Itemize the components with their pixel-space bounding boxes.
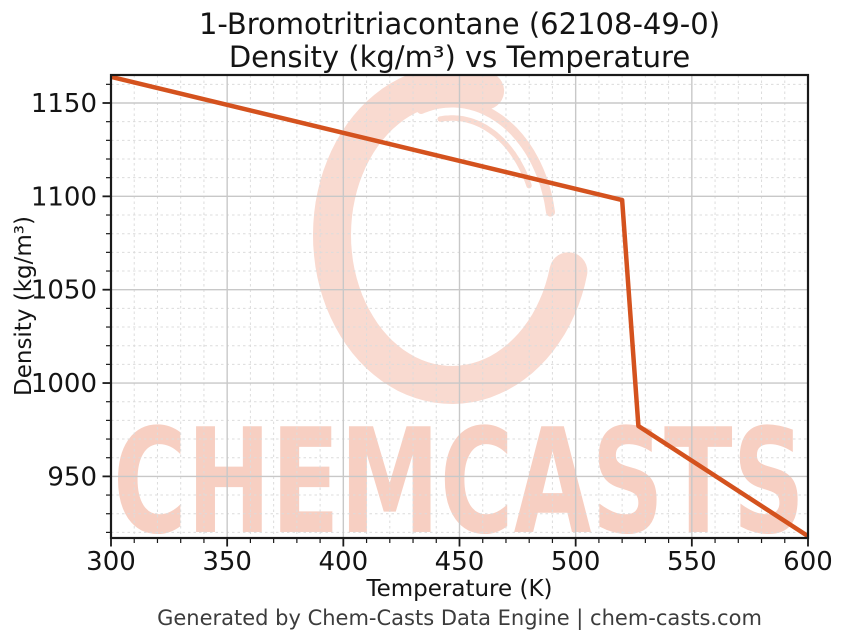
data-line (111, 75, 808, 538)
y-tick-label: 1000 (31, 369, 97, 399)
watermark-logo (312, 75, 588, 405)
footer-credit: Generated by Chem-Casts Data Engine | ch… (157, 606, 762, 630)
x-tick-label: 350 (202, 547, 252, 577)
x-axis-label: Temperature (K) (366, 576, 553, 602)
x-tick-label: 300 (86, 547, 136, 577)
x-tick-label: 550 (667, 547, 717, 577)
watermark-logo-streak (437, 115, 532, 189)
y-tick-label: 950 (47, 462, 97, 492)
x-tick-label: 450 (435, 547, 485, 577)
x-tick-label: 400 (319, 547, 369, 577)
chart-title: 1-Bromotritriacontane (62108-49-0) Densi… (111, 8, 808, 74)
plot-border (109, 73, 810, 540)
y-axis-label: Density (kg/m³) (11, 216, 37, 396)
x-tick-label: 600 (783, 547, 833, 577)
y-tick-label: 1050 (31, 276, 97, 306)
y-tick-label: 1100 (31, 182, 97, 212)
chart-title-line2: Density (kg/m³) vs Temperature (228, 40, 691, 74)
x-tick-label: 500 (551, 547, 601, 577)
chart-title-line1: 1-Bromotritriacontane (62108-49-0) (198, 7, 721, 41)
y-tick-label: 1150 (31, 89, 97, 119)
